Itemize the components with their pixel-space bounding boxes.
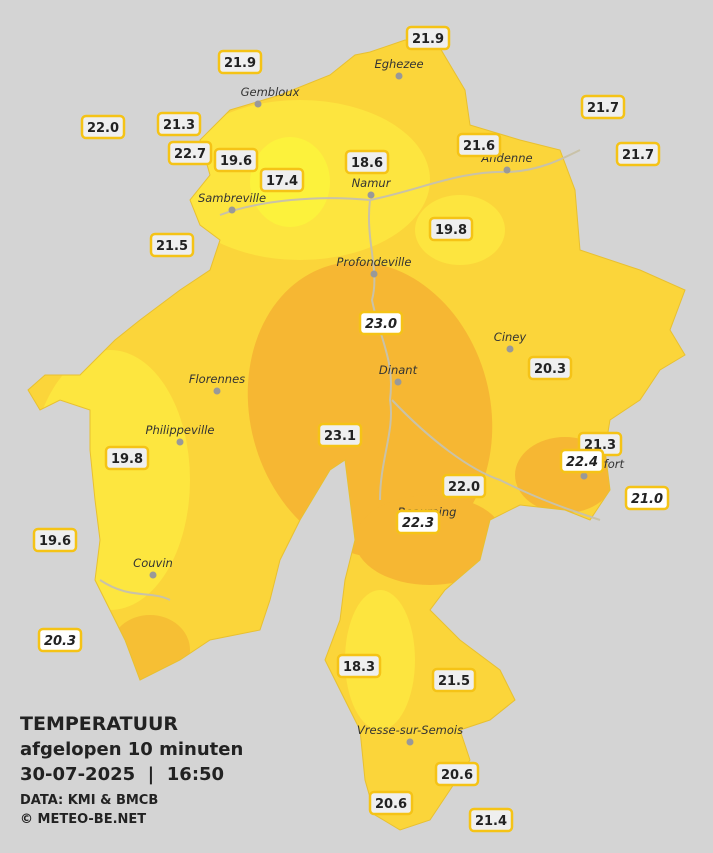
city-name: Gembloux bbox=[241, 85, 300, 99]
station-value: 22.0 bbox=[87, 121, 119, 136]
legend-title: TEMPERATUUR bbox=[20, 713, 178, 735]
station-value: 20.3 bbox=[534, 362, 566, 377]
legend-credit: © METEO-BE.NET bbox=[20, 812, 146, 827]
city-dot bbox=[580, 472, 588, 480]
city-name: Philippeville bbox=[146, 423, 215, 437]
station-box bbox=[80, 114, 126, 140]
station-box bbox=[395, 509, 441, 535]
station-box bbox=[428, 216, 474, 242]
city-dot bbox=[228, 206, 236, 214]
station-box bbox=[405, 25, 451, 51]
station-value: 22.3 bbox=[402, 516, 434, 531]
city-name: Ciney bbox=[494, 330, 527, 344]
city-name: Profondeville bbox=[337, 255, 412, 269]
station-value: 21.7 bbox=[622, 148, 654, 163]
city-dot bbox=[406, 738, 414, 746]
station-box bbox=[368, 790, 414, 816]
station-value: 23.0 bbox=[365, 317, 397, 332]
station-box bbox=[456, 132, 502, 158]
city-dot bbox=[503, 166, 511, 174]
station-value: 21.3 bbox=[163, 118, 195, 133]
station-value: 21.6 bbox=[463, 139, 495, 154]
city-dot bbox=[367, 191, 375, 199]
station-box bbox=[37, 627, 83, 653]
city-dot bbox=[149, 571, 157, 579]
station-box bbox=[259, 167, 305, 193]
station-value: 23.1 bbox=[324, 429, 356, 444]
station-box bbox=[104, 445, 150, 471]
river bbox=[219, 149, 581, 216]
station-value: 20.6 bbox=[375, 797, 407, 812]
station-box bbox=[344, 149, 390, 175]
city-dot bbox=[395, 72, 403, 80]
city-dot bbox=[254, 100, 262, 108]
city-name: Eghezee bbox=[374, 57, 423, 71]
station-value: 19.6 bbox=[39, 534, 71, 549]
station-box bbox=[358, 310, 404, 336]
city-name: Florennes bbox=[189, 372, 245, 386]
station-value: 21.5 bbox=[438, 674, 470, 689]
city-name: Dinant bbox=[379, 363, 418, 377]
station-box bbox=[32, 527, 78, 553]
station-value: 20.3 bbox=[44, 634, 76, 649]
city-dot bbox=[506, 345, 514, 353]
legend: TEMPERATUUR afgelopen 10 minuten 30-07-2… bbox=[20, 713, 243, 827]
station-box bbox=[559, 448, 605, 474]
station-box bbox=[624, 485, 670, 511]
stations: 21.9 21.9 22.0 21.3 22.7 19.6 17.4 18.6 21.6 21.7… bbox=[32, 25, 670, 833]
station-value: 19.6 bbox=[220, 154, 252, 169]
river bbox=[391, 399, 601, 521]
legend-source: DATA: KMI & BMCB bbox=[20, 793, 158, 808]
station-box bbox=[527, 355, 573, 381]
station-box bbox=[336, 653, 382, 679]
station-value: 17.4 bbox=[266, 174, 298, 189]
city-dot bbox=[213, 387, 221, 395]
zone-warm bbox=[355, 495, 505, 585]
station-value: 21.9 bbox=[224, 56, 256, 71]
city-name: Namur bbox=[352, 176, 392, 190]
station-value: 22.7 bbox=[174, 147, 206, 162]
legend-subtitle: afgelopen 10 minuten bbox=[20, 739, 243, 760]
legend-datetime: 30-07-2025 | 16:50 bbox=[20, 764, 224, 785]
station-box bbox=[217, 49, 263, 75]
station-box bbox=[431, 667, 477, 693]
station-value: 18.3 bbox=[343, 660, 375, 675]
zone-cool bbox=[30, 350, 190, 610]
station-value: 21.9 bbox=[412, 32, 444, 47]
rivers bbox=[99, 149, 601, 601]
station-value: 18.6 bbox=[351, 156, 383, 171]
station-box bbox=[317, 422, 363, 448]
city-dot bbox=[394, 378, 402, 386]
cities: EghezeeGemblouxAndenneNamurSambrevillePr… bbox=[133, 57, 625, 746]
station-box bbox=[580, 94, 626, 120]
city-dot bbox=[370, 270, 378, 278]
city-dot bbox=[176, 438, 184, 446]
station-box bbox=[149, 232, 195, 258]
station-box bbox=[213, 147, 259, 173]
station-value: 21.0 bbox=[631, 492, 663, 507]
station-value: 21.5 bbox=[156, 239, 188, 254]
city-name: Sambreville bbox=[198, 191, 266, 205]
station-value: 21.7 bbox=[587, 101, 619, 116]
station-value: 19.8 bbox=[111, 452, 143, 467]
zone-warm bbox=[247, 261, 493, 559]
station-box bbox=[434, 761, 480, 787]
city-name: Vresse-sur-Semois bbox=[357, 723, 463, 737]
river bbox=[99, 579, 171, 601]
city-name: Couvin bbox=[133, 556, 173, 570]
station-box bbox=[615, 141, 661, 167]
station-box bbox=[167, 140, 213, 166]
station-value: 20.6 bbox=[441, 768, 473, 783]
station-box bbox=[156, 111, 202, 137]
station-box bbox=[441, 473, 487, 499]
station-box bbox=[468, 807, 514, 833]
station-value: 19.8 bbox=[435, 223, 467, 238]
station-value: 21.4 bbox=[475, 814, 507, 829]
river bbox=[367, 199, 392, 501]
station-value: 22.4 bbox=[566, 455, 598, 470]
station-value: 22.0 bbox=[448, 480, 480, 495]
